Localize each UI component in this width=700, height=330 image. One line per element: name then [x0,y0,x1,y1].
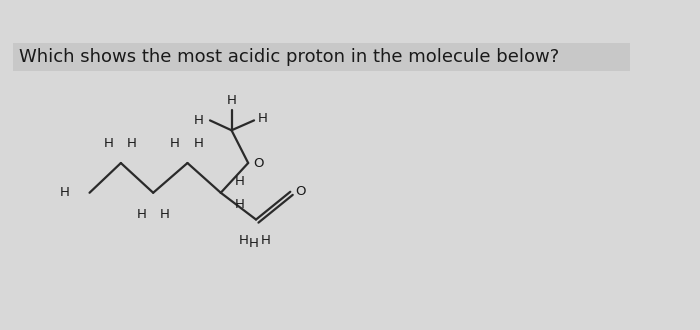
Text: H: H [234,175,244,188]
Text: H: H [169,137,180,150]
Text: H: H [258,112,268,125]
Text: H: H [234,198,244,211]
Text: H: H [249,237,259,250]
Text: H: H [193,137,203,150]
Text: H: H [160,208,170,221]
Text: Which shows the most acidic proton in the molecule below?: Which shows the most acidic proton in th… [19,48,559,66]
Text: H: H [238,234,248,248]
Text: H: H [104,137,114,150]
Text: O: O [253,156,264,170]
Text: O: O [295,185,306,198]
Text: H: H [193,114,203,127]
Text: H: H [261,234,271,248]
Text: H: H [227,94,237,108]
Text: H: H [127,137,136,150]
Text: H: H [136,208,146,221]
Text: H: H [60,186,70,199]
FancyBboxPatch shape [13,43,630,71]
